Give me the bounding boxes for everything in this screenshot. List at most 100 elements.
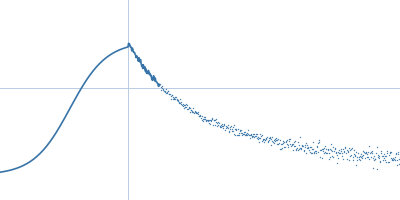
Point — [245, 132, 251, 136]
Point — [362, 157, 368, 160]
Point — [179, 104, 186, 108]
Point — [346, 146, 352, 149]
Point — [274, 142, 280, 145]
Point — [329, 149, 335, 153]
Point — [323, 151, 330, 154]
Point — [269, 139, 276, 142]
Point — [310, 141, 316, 144]
Point — [188, 109, 194, 112]
Point — [288, 142, 295, 145]
Point — [210, 123, 216, 126]
Point — [217, 125, 223, 128]
Point — [393, 151, 399, 154]
Point — [372, 157, 379, 160]
Point — [162, 91, 169, 95]
Point — [365, 155, 371, 159]
Point — [367, 151, 373, 155]
Point — [209, 116, 216, 120]
Point — [172, 96, 179, 99]
Point — [235, 133, 241, 136]
Point — [193, 110, 199, 113]
Point — [167, 92, 173, 95]
Point — [177, 98, 184, 101]
Point — [258, 135, 264, 138]
Point — [171, 98, 178, 101]
Point — [174, 98, 181, 102]
Point — [264, 135, 270, 138]
Point — [219, 122, 226, 125]
Point — [290, 141, 297, 144]
Point — [242, 131, 248, 134]
Point — [285, 144, 292, 147]
Point — [168, 97, 174, 100]
Point — [332, 146, 338, 150]
Point — [230, 126, 236, 129]
Point — [246, 134, 252, 137]
Point — [241, 132, 247, 136]
Point — [331, 148, 338, 151]
Point — [225, 126, 232, 129]
Point — [326, 157, 332, 160]
Point — [267, 136, 274, 140]
Point — [238, 132, 244, 135]
Point — [198, 118, 205, 121]
Point — [263, 138, 270, 141]
Point — [278, 147, 284, 150]
Point — [314, 142, 321, 145]
Point — [323, 148, 329, 151]
Point — [311, 150, 317, 154]
Point — [192, 111, 199, 115]
Point — [388, 151, 394, 154]
Point — [314, 146, 320, 149]
Point — [197, 115, 203, 118]
Point — [228, 127, 235, 130]
Point — [230, 130, 236, 133]
Point — [200, 119, 206, 122]
Point — [341, 149, 348, 152]
Point — [257, 136, 264, 139]
Point — [324, 152, 330, 155]
Point — [179, 103, 185, 107]
Point — [240, 130, 247, 133]
Point — [175, 100, 181, 103]
Point — [236, 131, 242, 134]
Point — [302, 143, 308, 147]
Point — [260, 141, 267, 144]
Point — [254, 136, 260, 140]
Point — [198, 116, 204, 119]
Point — [214, 125, 220, 128]
Point — [318, 148, 325, 151]
Point — [228, 125, 234, 128]
Point — [260, 137, 266, 140]
Point — [207, 122, 214, 126]
Point — [309, 147, 316, 150]
Point — [312, 151, 319, 154]
Point — [222, 128, 228, 131]
Point — [320, 151, 327, 154]
Point — [164, 91, 170, 94]
Point — [355, 151, 361, 154]
Point — [278, 143, 284, 146]
Point — [307, 145, 313, 148]
Point — [275, 138, 281, 141]
Point — [322, 145, 328, 148]
Point — [316, 138, 322, 142]
Point — [212, 123, 218, 126]
Point — [298, 147, 304, 150]
Point — [244, 131, 250, 134]
Point — [232, 127, 238, 131]
Point — [366, 144, 372, 147]
Point — [203, 119, 209, 122]
Point — [300, 148, 307, 151]
Point — [380, 154, 386, 158]
Point — [304, 143, 310, 146]
Point — [166, 92, 173, 96]
Point — [185, 106, 192, 110]
Point — [182, 104, 188, 107]
Point — [214, 121, 220, 124]
Point — [302, 146, 308, 149]
Point — [317, 148, 323, 152]
Point — [196, 114, 203, 117]
Point — [329, 154, 336, 157]
Point — [272, 138, 278, 141]
